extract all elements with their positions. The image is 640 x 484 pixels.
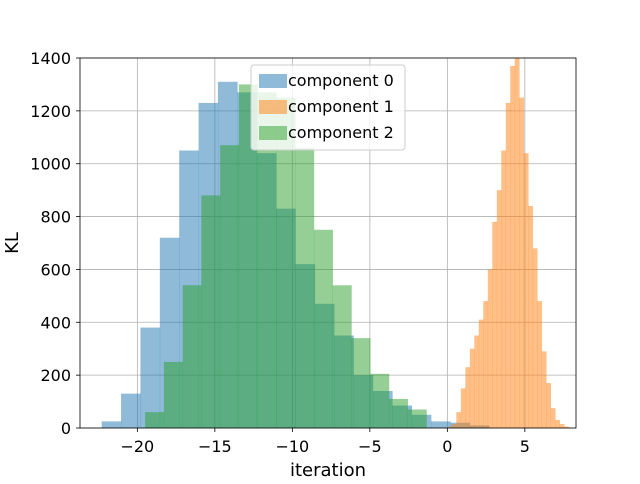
histogram-bar <box>201 195 221 428</box>
y-tick-label: 1000 <box>30 155 71 174</box>
histogram-bar <box>505 102 511 428</box>
y-tick-label: 1200 <box>30 102 71 121</box>
histogram-bar <box>564 426 570 428</box>
histogram-bar <box>460 388 466 428</box>
histogram-bar <box>295 147 315 428</box>
histogram-bar <box>257 92 277 428</box>
histogram-bar <box>407 409 427 428</box>
histogram-bar <box>474 335 480 428</box>
histogram-bar <box>332 285 352 428</box>
histogram-bar <box>496 190 502 428</box>
histogram-bar <box>182 285 202 428</box>
x-tick-label: 0 <box>442 437 452 456</box>
x-tick-label: −10 <box>275 437 309 456</box>
histogram-bar <box>510 65 516 428</box>
histogram-bar <box>370 373 390 428</box>
histogram-bar <box>537 301 543 428</box>
legend-label: component 1 <box>288 97 394 116</box>
ticks-layer: −20 −15 −10 −5 0 5 0 200 400 600 800 1000 1200 1400 <box>30 49 530 456</box>
x-axis-label: iteration <box>290 460 366 480</box>
histogram-bar <box>532 248 538 428</box>
histogram-bar <box>447 426 453 428</box>
legend-frame <box>250 64 406 151</box>
histogram-bar <box>483 301 489 428</box>
series-2-bars <box>145 84 427 429</box>
histogram-bar <box>388 398 408 428</box>
histogram-bar <box>431 421 451 428</box>
histogram-bar <box>519 97 525 429</box>
histogram-bar <box>220 145 240 428</box>
y-tick-label: 600 <box>40 260 71 279</box>
legend-swatch <box>259 126 287 140</box>
y-tick-label: 200 <box>40 366 71 385</box>
histogram-bar <box>101 421 122 428</box>
series-1-bars <box>447 58 570 429</box>
histogram-bar <box>121 393 141 428</box>
histogram-bar <box>487 269 493 428</box>
y-tick-label: 0 <box>61 419 71 438</box>
histogram-bar <box>528 206 534 428</box>
histogram-bar <box>465 367 471 428</box>
histogram-bar <box>145 412 165 428</box>
histogram-bar <box>238 84 258 428</box>
bars-layer <box>101 58 570 429</box>
legend-swatch <box>259 100 287 114</box>
histogram-bar <box>523 153 529 428</box>
histogram-bar <box>546 383 552 428</box>
x-tick-label: −20 <box>120 437 154 456</box>
histogram-bar <box>456 412 462 428</box>
legend-label: component 0 <box>288 71 394 90</box>
x-tick-label: −15 <box>198 437 232 456</box>
legend-swatch <box>259 74 287 88</box>
legend-label: component 2 <box>288 123 394 142</box>
y-axis-label: KL <box>2 232 23 254</box>
histogram-bar <box>541 351 547 428</box>
histogram-bar <box>559 424 565 428</box>
histogram-bar <box>140 327 161 428</box>
legend: component 0 component 1 component 2 <box>250 64 406 151</box>
histogram-bar <box>469 348 475 428</box>
histogram-bar <box>492 221 498 428</box>
histogram-bar <box>514 58 520 428</box>
histogram-bar <box>555 420 561 428</box>
y-tick-label: 800 <box>40 208 71 227</box>
x-tick-label: 5 <box>520 437 530 456</box>
histogram-bar <box>276 97 296 429</box>
y-tick-label: 400 <box>40 313 71 332</box>
y-tick-label: 1400 <box>30 49 71 68</box>
histogram-bar <box>478 319 484 428</box>
plot-frame <box>79 57 577 429</box>
histogram-bar <box>501 150 507 428</box>
x-tick-label: −5 <box>358 437 382 456</box>
histogram-bar <box>550 408 556 428</box>
histogram-bar <box>451 424 457 428</box>
histogram-bar <box>313 229 333 428</box>
histogram-bar <box>163 361 183 428</box>
histogram-bar <box>351 338 371 428</box>
